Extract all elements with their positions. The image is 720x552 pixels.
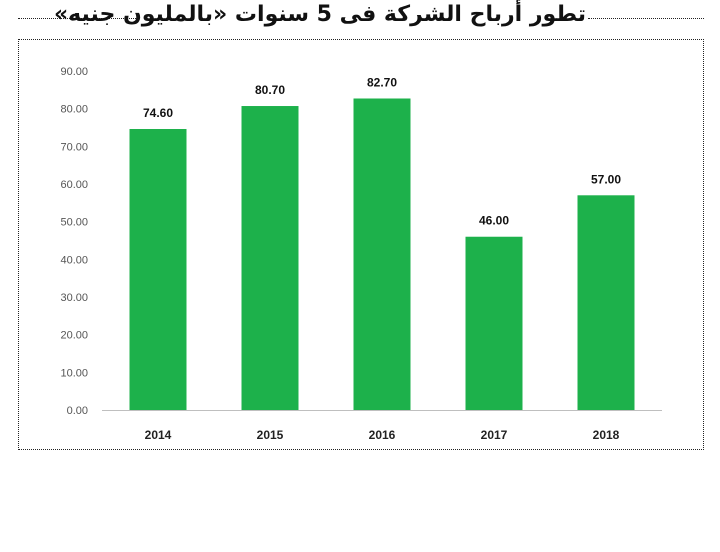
y-tick-label: 30.00 (60, 292, 88, 304)
bar-2018 (577, 195, 635, 410)
chart-header: تطور أرباح الشركة فى 5 سنوات «بالمليون ج… (0, 0, 720, 40)
y-tick-label: 60.00 (60, 179, 88, 191)
y-tick-label: 20.00 (60, 330, 88, 342)
y-tick-label: 40.00 (60, 254, 88, 266)
y-tick-label: 70.00 (60, 141, 88, 153)
data-label: 80.70 (255, 83, 285, 97)
x-tick-label: 2017 (481, 428, 508, 442)
x-tick-label: 2018 (593, 428, 620, 442)
y-tick-label: 90.00 (60, 66, 88, 78)
y-tick-label: 10.00 (60, 367, 88, 379)
title-right-rule (588, 18, 704, 19)
bar-2017 (465, 236, 523, 410)
x-tick-label: 2014 (145, 428, 172, 442)
bar-2016 (353, 98, 411, 410)
title-left-rule (18, 18, 138, 19)
bar-2014 (129, 129, 187, 411)
chart-frame (18, 39, 704, 450)
x-tick-label: 2016 (369, 428, 396, 442)
x-tick-label: 2015 (257, 428, 284, 442)
chart-title: تطور أرباح الشركة فى 5 سنوات «بالمليون ج… (53, 2, 586, 27)
data-label: 82.70 (367, 75, 397, 89)
data-label: 46.00 (479, 214, 509, 228)
y-tick-label: 50.00 (60, 217, 88, 229)
data-label: 74.60 (143, 106, 173, 120)
y-tick-label: 80.00 (60, 104, 88, 116)
y-tick-label: 0.00 (67, 405, 88, 417)
bar-2015 (241, 106, 299, 410)
data-label: 57.00 (591, 172, 621, 186)
